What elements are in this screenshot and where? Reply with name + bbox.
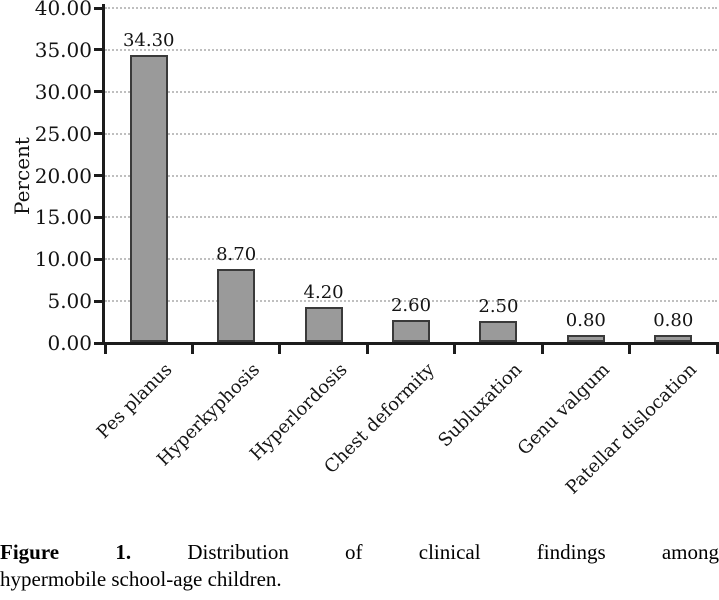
bar xyxy=(566,335,605,342)
gridline xyxy=(105,216,717,219)
y-tick xyxy=(94,299,103,303)
bar-value-label: 2.50 xyxy=(478,296,519,318)
caption-line-2: hypermobile school-age children. xyxy=(0,567,282,591)
bar xyxy=(217,269,256,342)
y-tick-label: 20.00 xyxy=(34,163,92,188)
gridline xyxy=(105,90,717,93)
y-tick-label: 40.00 xyxy=(34,0,92,20)
x-tick xyxy=(278,344,282,354)
y-tick-label: 30.00 xyxy=(34,79,92,104)
y-tick-label: 25.00 xyxy=(34,121,92,146)
y-tick xyxy=(94,48,103,52)
x-tick xyxy=(190,344,194,354)
caption-line-1: Figure 1. Distribution of clinical findi… xyxy=(0,539,719,566)
x-category-label: Pes planus xyxy=(93,359,177,443)
gridline xyxy=(105,7,717,9)
gridline xyxy=(105,48,717,51)
y-tick xyxy=(94,132,103,136)
x-tick xyxy=(103,344,107,354)
bar-value-label: 0.80 xyxy=(653,310,694,332)
y-tick xyxy=(94,90,103,94)
bar-value-label: 34.30 xyxy=(122,29,175,51)
bar xyxy=(129,54,168,342)
bar xyxy=(479,321,518,342)
bar-value-label: 4.20 xyxy=(303,281,344,303)
bar xyxy=(654,335,693,342)
x-axis-line xyxy=(102,342,719,345)
x-tick xyxy=(628,344,632,354)
y-tick xyxy=(94,6,103,10)
bar xyxy=(392,320,430,342)
x-category-label: Subluxation xyxy=(434,359,527,452)
y-tick-label: 15.00 xyxy=(34,205,92,230)
bar xyxy=(304,306,343,342)
bar-value-label: 0.80 xyxy=(565,310,606,332)
y-tick-label: 10.00 xyxy=(34,247,92,272)
gridline xyxy=(105,300,717,303)
caption-line-1-text: Distribution of clinical findings among xyxy=(187,540,719,564)
y-tick xyxy=(94,257,103,261)
x-tick xyxy=(453,344,457,354)
x-tick xyxy=(715,344,719,354)
y-tick xyxy=(94,215,103,219)
y-tick xyxy=(94,341,103,345)
figure-caption: Figure 1. Distribution of clinical findi… xyxy=(0,539,719,593)
y-tick xyxy=(94,174,103,177)
y-tick-label: 35.00 xyxy=(34,37,92,62)
gridline xyxy=(105,132,717,135)
caption-figure-label: Figure 1. xyxy=(0,540,132,564)
x-tick xyxy=(365,344,369,354)
gridline xyxy=(105,258,717,261)
y-axis-line xyxy=(102,4,105,345)
bar-value-label: 8.70 xyxy=(216,244,257,266)
y-tick-label: 5.00 xyxy=(47,289,92,314)
x-tick xyxy=(540,344,544,354)
y-tick-label: 0.00 xyxy=(47,331,92,355)
bar-value-label: 2.60 xyxy=(390,295,432,317)
gridline xyxy=(105,174,717,177)
bar-chart: Percent 0.00 5.00 10.00 15.00 20.00 25.00 30.0… xyxy=(10,0,719,498)
